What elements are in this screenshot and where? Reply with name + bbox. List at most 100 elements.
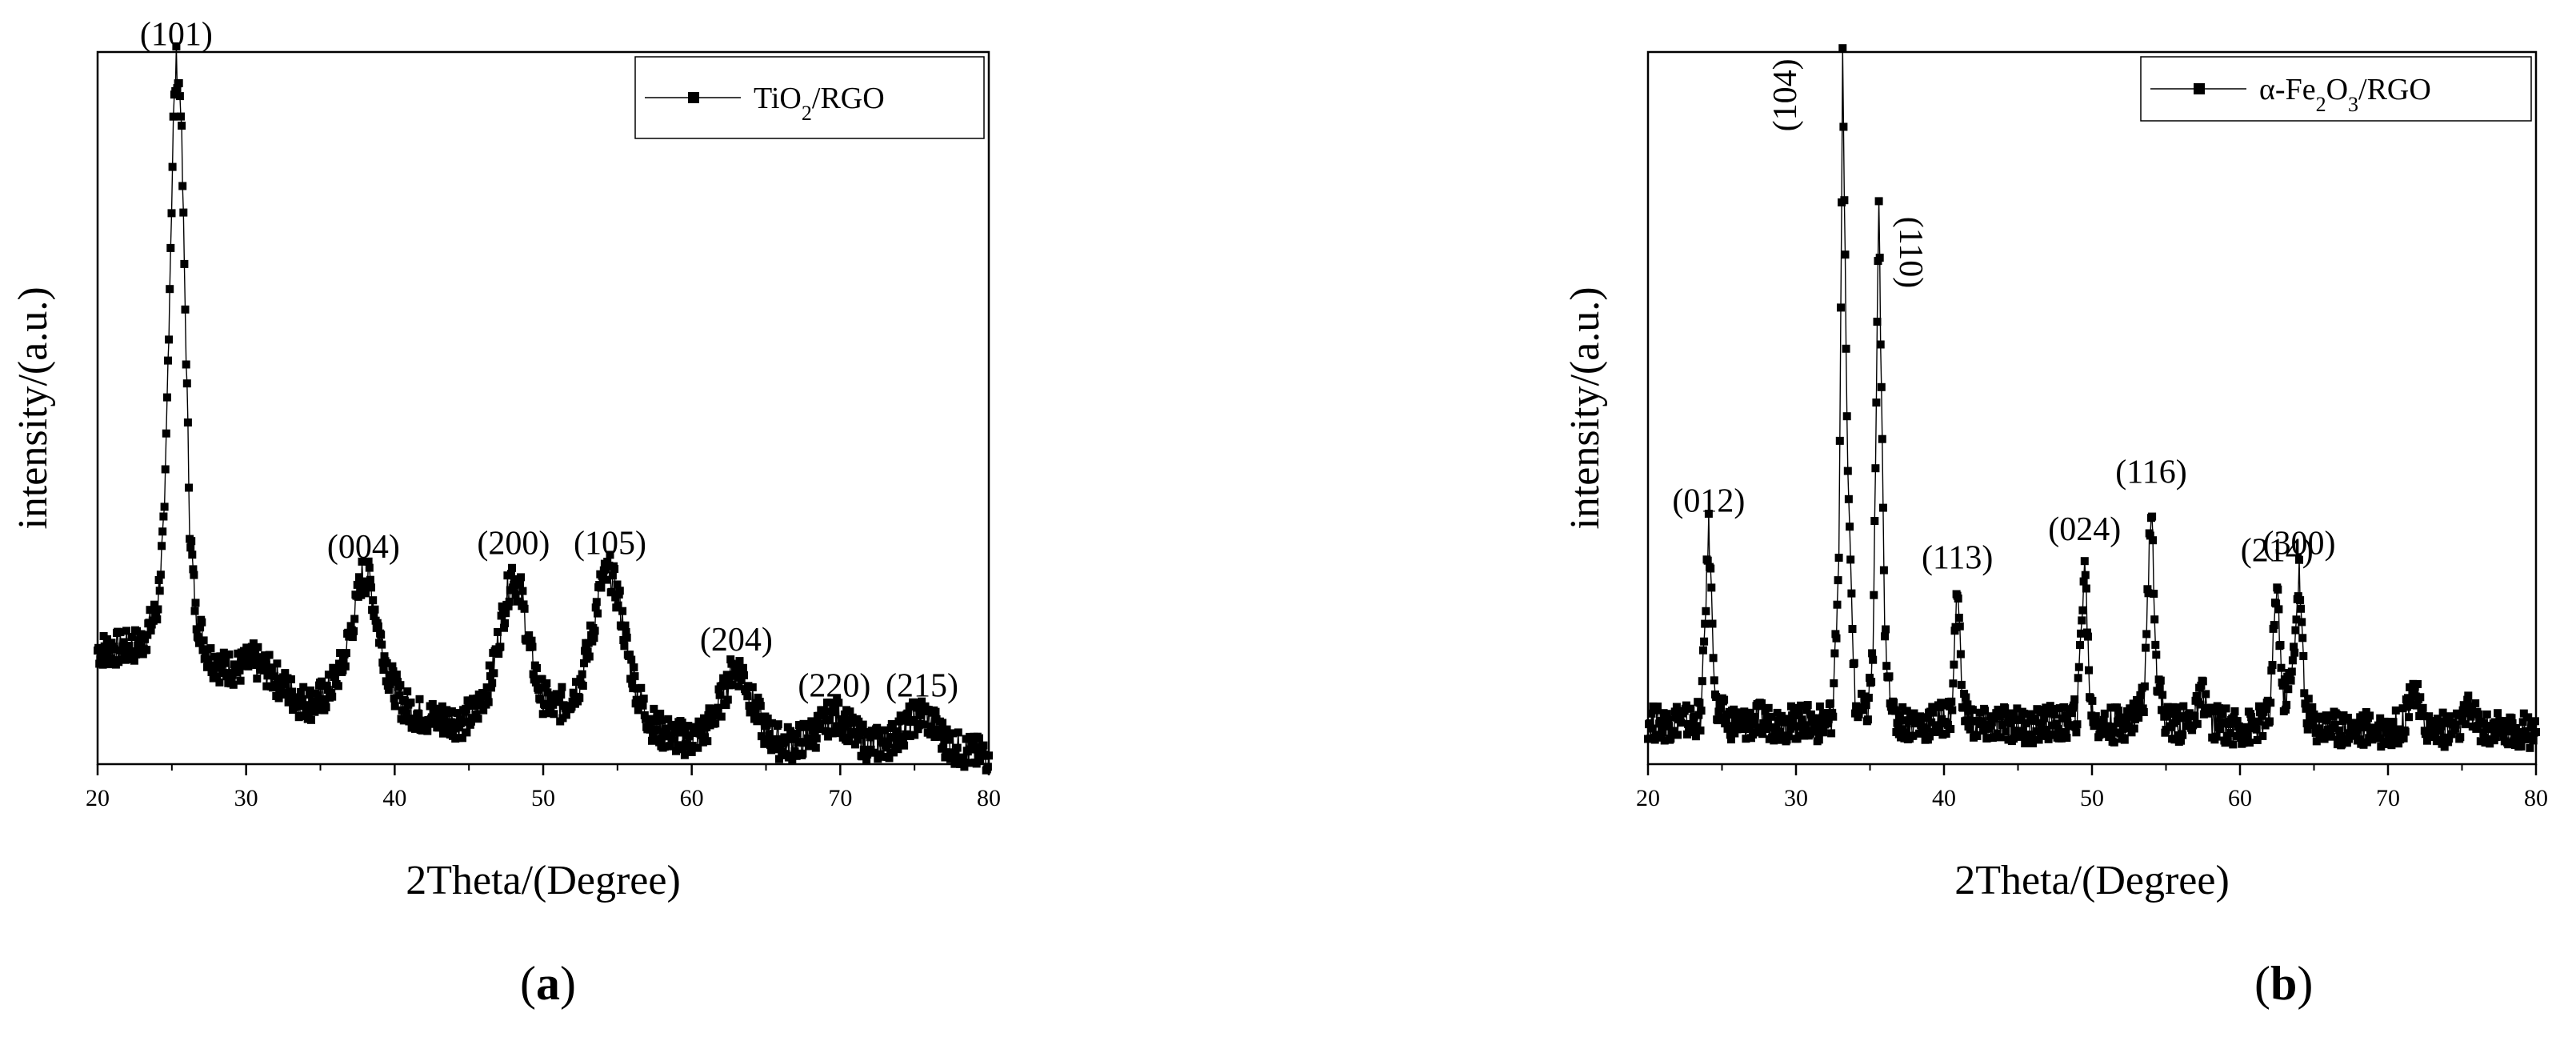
data-point: [606, 551, 614, 559]
data-point: [324, 671, 333, 679]
data-point: [1863, 715, 1872, 724]
data-point: [2088, 696, 2097, 705]
data-point: [2193, 719, 2202, 728]
data-point: [414, 710, 423, 718]
data-point: [2526, 743, 2534, 752]
data-point: [1954, 595, 1962, 603]
data-point: [2142, 630, 2151, 639]
data-point: [2507, 714, 2516, 723]
data-point: [2246, 739, 2254, 747]
data-point: [2042, 726, 2051, 734]
data-point: [910, 731, 919, 739]
data-point: [2480, 734, 2489, 742]
data-point: [549, 700, 558, 709]
data-point: [718, 682, 726, 690]
peak-label: (220): [798, 668, 870, 705]
data-point: [1762, 714, 1771, 723]
data-point: [1875, 254, 1884, 262]
data-point: [2301, 699, 2310, 708]
data-point: [738, 663, 747, 672]
data-point: [660, 743, 669, 751]
data-point: [2163, 703, 2172, 711]
data-point: [1939, 701, 1948, 710]
data-point: [538, 675, 546, 683]
data-point: [1910, 709, 1918, 718]
data-point: [830, 700, 838, 709]
data-point: [1764, 703, 1773, 712]
peak-label: (215): [886, 668, 958, 705]
data-point: [1824, 715, 1833, 723]
data-point: [2126, 704, 2134, 713]
data-point: [2430, 731, 2438, 740]
data-point: [490, 669, 498, 678]
data-point: [630, 672, 639, 681]
data-point: [608, 571, 617, 580]
data-point: [771, 741, 780, 750]
data-point: [2080, 557, 2089, 566]
data-point: [755, 698, 764, 706]
data-point: [740, 671, 748, 679]
data-point: [390, 702, 399, 711]
data-point: [2296, 596, 2305, 605]
data-point: [366, 575, 374, 584]
data-point: [2262, 704, 2270, 713]
data-point: [1842, 412, 1851, 421]
data-point: [2107, 731, 2116, 739]
data-point: [2438, 708, 2447, 717]
data-point: [2061, 711, 2070, 720]
data-point: [1873, 318, 1882, 326]
data-point: [2362, 738, 2371, 747]
data-point: [1781, 718, 1790, 727]
data-point: [1962, 716, 1971, 725]
data-point: [181, 305, 190, 314]
data-point: [506, 570, 515, 579]
data-point: [2425, 712, 2434, 721]
data-point: [143, 631, 152, 639]
data-point: [2130, 724, 2138, 733]
data-point: [177, 112, 185, 121]
data-point: [618, 607, 627, 615]
data-point: [378, 640, 386, 649]
data-point: [873, 723, 882, 732]
data-point: [610, 565, 619, 573]
data-point: [2233, 717, 2242, 726]
x-axis-title: 2Theta/(Degree): [1954, 858, 2230, 903]
data-point: [1878, 434, 1886, 443]
data-point: [279, 673, 288, 682]
data-point: [2278, 681, 2287, 690]
data-point: [158, 527, 167, 536]
data-point: [1695, 699, 1704, 707]
data-point: [2185, 709, 2194, 718]
data-point: [1868, 649, 1877, 658]
data-point: [1710, 676, 1718, 685]
data-point: [890, 733, 898, 742]
data-point: [2430, 723, 2439, 732]
data-point: [1890, 699, 1898, 707]
data-point: [2288, 656, 2297, 665]
data-point: [1697, 707, 1706, 715]
data-point: [1701, 619, 1710, 628]
data-point: [2437, 722, 2446, 731]
data-point: [2034, 735, 2043, 744]
data-point: [765, 730, 774, 739]
data-point: [2424, 727, 2433, 735]
data-point: [1967, 717, 1976, 725]
data-point: [219, 648, 228, 657]
data-point: [213, 673, 222, 681]
data-point: [119, 638, 128, 647]
data-point: [910, 715, 918, 724]
data-point: [748, 683, 757, 691]
legend-marker: [688, 92, 699, 103]
data-point: [590, 627, 599, 635]
data-point: [877, 752, 886, 761]
data-point: [615, 587, 624, 595]
data-point: [253, 675, 262, 683]
data-point: [1918, 723, 1927, 732]
data-point: [2459, 701, 2468, 710]
data-point: [2150, 590, 2158, 598]
data-point: [165, 335, 174, 344]
data-point: [1895, 711, 1904, 719]
data-point: [187, 537, 196, 546]
x-tick-label: 60: [680, 785, 704, 811]
data-point: [1746, 708, 1754, 717]
